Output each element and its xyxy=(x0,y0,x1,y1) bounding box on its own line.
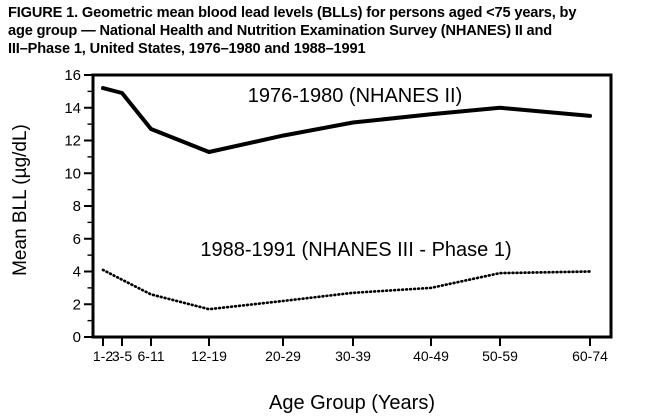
plot-frame xyxy=(91,73,613,339)
x-tick-label: 3-5 xyxy=(112,348,132,364)
y-tick-label: 6 xyxy=(73,231,81,248)
y-tick-label: 16 xyxy=(64,67,81,84)
figure-title: FIGURE 1. Geometric mean blood lead leve… xyxy=(8,5,576,58)
x-tick-label: 50-59 xyxy=(482,348,518,364)
x-tick-label: 40-49 xyxy=(413,348,449,364)
series-line-nhanes2 xyxy=(101,86,592,154)
y-tick-label: 12 xyxy=(64,133,81,150)
series-line-nhanes3 xyxy=(101,268,592,311)
series-label-nhanes2: 1976-1980 (NHANES II) xyxy=(248,85,463,107)
series-label-nhanes3: 1988-1991 (NHANES III - Phase 1) xyxy=(200,239,511,261)
x-tick-label: 20-29 xyxy=(265,348,301,364)
x-tick-label: 60-74 xyxy=(572,348,608,364)
x-tick-label: 30-39 xyxy=(335,348,371,364)
x-tick-label: 6-11 xyxy=(138,348,165,364)
y-tick-label: 8 xyxy=(73,198,81,215)
y-axis-title: Mean BLL (µg/dL) xyxy=(10,124,31,276)
x-tick-label: 12-19 xyxy=(191,348,227,364)
figure-title-line-1: FIGURE 1. Geometric mean blood lead leve… xyxy=(8,5,577,21)
x-axis-title: Age Group (Years) xyxy=(269,392,435,414)
y-tick-label: 10 xyxy=(64,165,81,182)
y-tick-label: 0 xyxy=(73,329,81,346)
y-tick-label: 2 xyxy=(73,296,81,313)
y-tick-label: 4 xyxy=(73,264,81,281)
figure-title-line-2: age group — National Health and Nutritio… xyxy=(8,22,553,39)
x-tick-label: 1-2 xyxy=(93,348,113,364)
figure-title-line-3: III–Phase 1, United States, 1976–1980 an… xyxy=(8,40,366,57)
y-tick-label: 14 xyxy=(64,100,81,117)
